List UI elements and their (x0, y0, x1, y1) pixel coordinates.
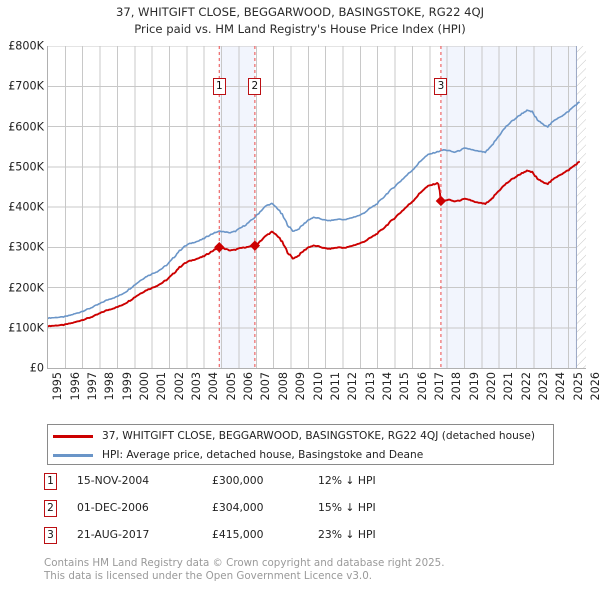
x-axis-tick-label: 2008 (276, 372, 290, 401)
x-axis-tick-label: 2021 (502, 372, 516, 401)
footer-copyright: Contains HM Land Registry data © Crown c… (44, 557, 445, 569)
chart-marker-flag[interactable]: 3 (434, 78, 448, 95)
y-axis-tick-label: £600K (8, 120, 44, 133)
transaction-hpi-delta: 15% ↓ HPI (318, 501, 376, 514)
page-title: 37, WHITGIFT CLOSE, BEGGARWOOD, BASINGST… (115, 5, 485, 19)
chart-legend: 37, WHITGIFT CLOSE, BEGGARWOOD, BASINGST… (47, 424, 554, 465)
table-row[interactable]: 2 01-DEC-2006 £304,000 15% ↓ HPI (44, 499, 564, 526)
x-axis-tick-label: 2001 (155, 372, 169, 401)
legend-label-price-paid: 37, WHITGIFT CLOSE, BEGGARWOOD, BASINGST… (102, 430, 535, 442)
y-axis-tick-label: £800K (8, 39, 44, 53)
x-axis-tick-label: 2023 (537, 372, 551, 401)
legend-swatch-price-paid (53, 434, 93, 438)
legend-item-price-paid: 37, WHITGIFT CLOSE, BEGGARWOOD, BASINGST… (48, 426, 535, 446)
x-axis-tick-label: 2017 (433, 372, 446, 401)
transaction-price: £300,000 (212, 474, 264, 487)
x-axis-tick-label: 2015 (398, 372, 412, 401)
x-axis-tick-label: 2007 (259, 372, 273, 401)
x-axis-tick-label: 1999 (120, 372, 134, 401)
transaction-date: 15-NOV-2004 (77, 474, 150, 487)
chart-title-block: 37, WHITGIFT CLOSE, BEGGARWOOD, BASINGST… (0, 4, 600, 38)
x-axis-tick-label: 2003 (190, 372, 204, 401)
x-axis-tick-label: 2010 (311, 372, 325, 401)
x-axis-tick-label: 2002 (172, 372, 186, 401)
transaction-price: £415,000 (212, 528, 264, 541)
x-axis-tick-label: 1998 (103, 372, 117, 401)
table-row[interactable]: 3 21-AUG-2017 £415,000 23% ↓ HPI (44, 526, 564, 553)
x-axis-tick-label: 2020 (485, 372, 499, 401)
x-axis-tick-label: 2022 (519, 372, 533, 401)
y-axis-tick-label: £400K (8, 200, 44, 214)
transaction-index-badge: 3 (44, 527, 57, 544)
legend-label-hpi: HPI: Average price, detached house, Basi… (102, 449, 424, 461)
y-axis-tick-label: £300K (8, 240, 44, 254)
x-axis-tick-label: 2011 (328, 372, 342, 401)
plot-canvas: 1 2 3 (47, 46, 586, 369)
x-axis-tick-label: 1996 (68, 372, 82, 401)
transactions-table: 1 15-NOV-2004 £300,000 12% ↓ HPI 2 01-DE… (44, 472, 564, 553)
chart-area: £0 £100K £200K £300K £400K £500K £600K £700K £80… (0, 40, 600, 418)
transaction-hpi-delta: 12% ↓ HPI (318, 474, 376, 487)
x-axis-tick-label: 2009 (294, 372, 308, 401)
y-axis-tick-label: £0 (29, 361, 44, 375)
transaction-hpi-delta: 23% ↓ HPI (318, 528, 376, 541)
footer-attribution: Contains HM Land Registry data © Crown c… (44, 557, 584, 582)
x-axis-tick-label: 2019 (467, 372, 481, 401)
chart-marker-flag[interactable]: 1 (212, 78, 226, 95)
x-axis-tick-label: 2016 (415, 372, 429, 401)
y-axis-tick-label: £100K (8, 321, 44, 335)
transaction-date: 21-AUG-2017 (77, 528, 150, 541)
y-axis-tick-label: £500K (8, 160, 44, 174)
footer-licence: This data is licensed under the Open Gov… (44, 569, 373, 582)
page-subtitle: Price paid vs. HM Land Registry's House … (134, 22, 466, 36)
transaction-index-badge: 2 (44, 500, 57, 517)
table-row[interactable]: 1 15-NOV-2004 £300,000 12% ↓ HPI (44, 472, 564, 499)
x-axis-tick-label: 2013 (363, 372, 377, 401)
legend-item-hpi: HPI: Average price, detached house, Basi… (48, 445, 423, 465)
x-axis-tick-label: 2024 (554, 372, 568, 401)
x-axis-labels: 1995 1996 1997 1998 1999 2000 2001 2002 2003 2004… (47, 372, 600, 418)
x-axis-tick-label: 1995 (51, 372, 65, 401)
x-axis-tick-label: 1997 (85, 372, 99, 401)
x-axis-tick-label: 2005 (224, 372, 238, 401)
x-axis-tick-label: 2025 (571, 372, 585, 401)
transaction-index-badge: 1 (44, 473, 57, 490)
x-axis-tick-label: 2014 (380, 372, 394, 401)
x-axis-tick-label: 2000 (137, 372, 151, 401)
x-axis-tick-label: 2018 (450, 372, 464, 401)
transaction-price: £304,000 (212, 501, 264, 514)
x-axis-tick-label: 2004 (207, 372, 221, 401)
legend-swatch-hpi (53, 453, 93, 457)
y-axis-tick-label: £200K (8, 281, 44, 294)
y-axis-labels: £0 £100K £200K £300K £400K £500K £600K £700K £80… (0, 40, 44, 375)
y-axis-tick-label: £700K (8, 79, 44, 93)
chart-marker-flag[interactable]: 2 (248, 78, 262, 95)
x-axis-tick-label: 2012 (346, 372, 360, 401)
x-axis-tick-label: 2006 (242, 372, 256, 401)
transaction-date: 01-DEC-2006 (77, 501, 149, 514)
x-axis-tick-label: 2026 (589, 372, 600, 401)
plot-svg (48, 46, 586, 368)
